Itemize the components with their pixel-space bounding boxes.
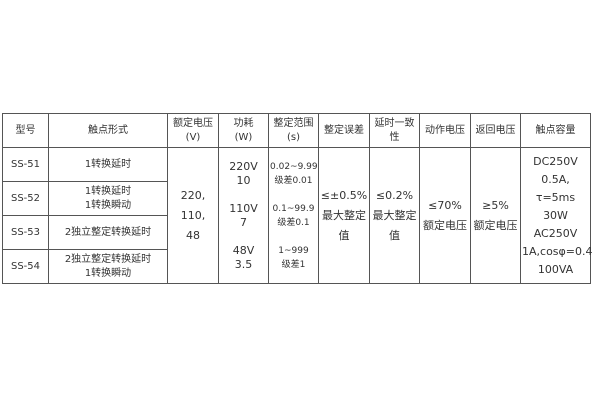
contact-capacity-cell: DC250V 0.5A, τ=5ms 30W AC250V 1A,cosφ=0.4 10… (520, 147, 593, 284)
contact-cell: 2独立整定转换延时 1转换瞬动 (48, 249, 168, 284)
header-delay-consistency: 延时一致性 (369, 113, 420, 148)
delay-consistency-cell: ≤0.2% 最大整定值 (369, 147, 420, 284)
header-model: 型号 (2, 113, 49, 148)
header-contact-form: 触点形式 (48, 113, 168, 148)
header-return-voltage: 返回电压 (470, 113, 521, 148)
header-contact-capacity: 触点容量 (520, 113, 591, 148)
header-operate-voltage: 动作电压 (419, 113, 471, 148)
table-row: SS-53 2独立整定转换延时 (2, 215, 591, 250)
return-voltage-cell: ≥5% 额定电压 (470, 147, 521, 284)
spec-table: 型号 触点形式 额定电压 (V) 功耗 (W) 整定范围 (s) 整定误差 延时一致性… (2, 113, 593, 284)
range-cell: 0.02~9.99 级差0.01 0.1~99.9 级差0.1 1~999 级差1 (268, 147, 319, 284)
header-range: 整定范围 (s) (268, 113, 319, 148)
rated-voltage-cell: 220, 110, 48 (167, 147, 219, 284)
header-row: 型号 触点形式 额定电压 (V) 功耗 (W) 整定范围 (s) 整定误差 延时一致性… (2, 113, 591, 148)
contact-cell: 1转换延时 1转换瞬动 (48, 181, 168, 216)
contact-cell: 1转换延时 (48, 147, 168, 182)
table-row: SS-51 1转换延时 220, 110, 48 220V 10 110V 7 48V 3… (2, 147, 593, 284)
operate-voltage-cell: ≤70% 额定电压 (419, 147, 471, 284)
model-cell: SS-52 (2, 181, 49, 216)
table-row: SS-54 2独立整定转换延时 1转换瞬动 (2, 249, 591, 284)
header-rated-voltage: 额定电压 (V) (167, 113, 219, 148)
model-cell: SS-51 (2, 147, 49, 182)
contact-cell: 2独立整定转换延时 (48, 215, 168, 250)
header-power: 功耗 (W) (218, 113, 269, 148)
setting-error-cell: ≤±0.5% 最大整定值 (318, 147, 370, 284)
header-setting-error: 整定误差 (318, 113, 370, 148)
model-cell: SS-54 (2, 249, 49, 284)
model-cell: SS-53 (2, 215, 49, 250)
power-cell: 220V 10 110V 7 48V 3.5 (218, 147, 269, 284)
